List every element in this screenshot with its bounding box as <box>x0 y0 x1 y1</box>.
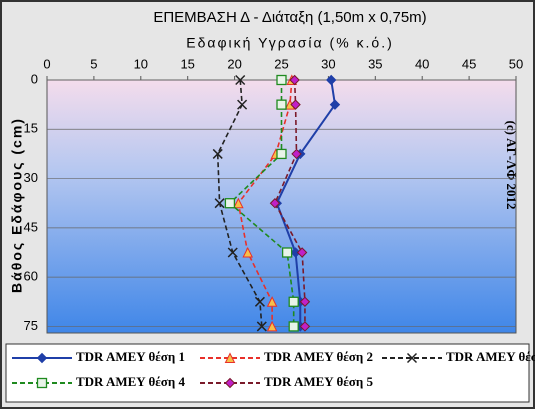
legend-label: TDR AMEY θέση 5 <box>264 374 374 389</box>
marker <box>290 99 301 110</box>
marker <box>276 148 287 160</box>
marker <box>256 321 267 332</box>
marker <box>288 296 299 307</box>
marker <box>227 247 238 258</box>
marker <box>288 321 299 332</box>
marker <box>291 148 302 160</box>
marker <box>235 74 246 86</box>
legend-marker <box>406 352 418 364</box>
marker <box>266 296 278 307</box>
chart-title: ΕΠΕΜΒΑΣΗ Δ - Διάταξη (1,50m x 0,75m) <box>153 9 426 26</box>
y-tick-label: 45 <box>24 219 38 234</box>
x-tick-label: 40 <box>415 56 429 71</box>
legend-label: TDR AMEY θέση 3 <box>446 349 535 364</box>
marker <box>326 74 337 86</box>
y-tick-label: 60 <box>24 269 38 284</box>
x-tick-label: 35 <box>368 56 382 71</box>
x-tick-label: 20 <box>227 56 241 71</box>
x-axis-label: Εδαφική Υγρασία (% κ.ό.) <box>186 35 394 51</box>
marker <box>266 320 278 332</box>
x-tick-label: 10 <box>134 56 148 71</box>
x-tick-label: 45 <box>462 56 476 71</box>
legend-marker <box>224 377 236 389</box>
marker <box>214 198 225 209</box>
marker <box>299 296 311 307</box>
marker <box>281 247 293 258</box>
legend-marker <box>36 352 48 364</box>
legend-label: TDR AMEY θέση 4 <box>76 374 186 389</box>
marker <box>237 99 248 110</box>
marker <box>276 99 287 110</box>
legend-label: TDR AMEY θέση 1 <box>76 349 185 364</box>
legend <box>5 343 530 403</box>
x-tick-label: 30 <box>321 56 335 71</box>
marker <box>329 99 341 110</box>
marker <box>289 74 300 86</box>
x-tick-label: 5 <box>90 56 97 71</box>
x-tick-label: 0 <box>43 56 50 71</box>
x-tick-label: 25 <box>274 56 288 71</box>
x-tick-label: 50 <box>509 56 523 71</box>
marker <box>254 296 265 307</box>
x-tick-label: 15 <box>180 56 194 71</box>
marker <box>299 321 311 332</box>
y-axis-label: Βάθος Εδάφους (cm) <box>9 117 25 293</box>
legend-marker <box>36 377 48 389</box>
marker <box>233 197 244 209</box>
watermark: (c) ΑΓ-ΛΦ 2012 <box>504 120 519 209</box>
y-tick-label: 75 <box>24 318 38 333</box>
legend-marker <box>224 352 236 363</box>
plot-area <box>46 79 517 334</box>
marker <box>242 246 254 258</box>
marker <box>212 148 223 159</box>
y-tick-label: 30 <box>24 170 38 185</box>
legend-label: TDR AMEY θέση 2 <box>264 349 373 364</box>
marker <box>269 198 281 209</box>
y-tick-label: 0 <box>31 71 38 86</box>
marker <box>276 74 287 86</box>
marker <box>296 247 308 258</box>
marker <box>224 198 236 209</box>
y-tick-label: 15 <box>24 121 38 136</box>
